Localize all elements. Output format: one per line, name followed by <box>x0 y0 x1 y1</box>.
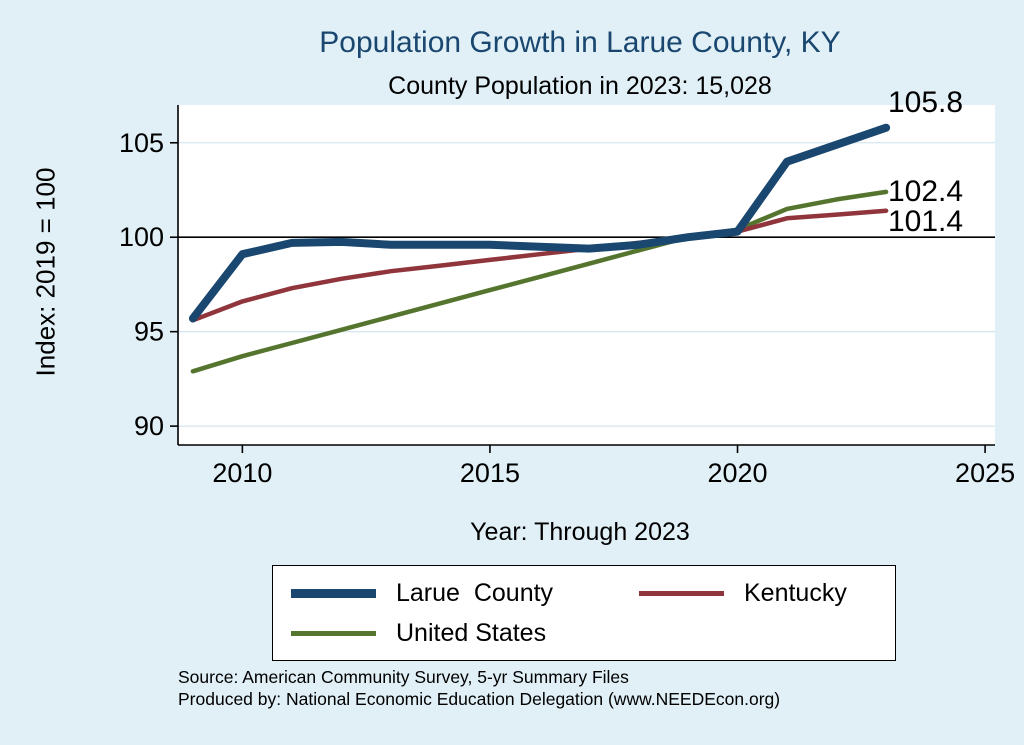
y-tick-label-95: 95 <box>134 317 164 347</box>
series-line-larue-county <box>188 123 891 323</box>
chart-subtitle: County Population in 2023: 15,028 <box>388 72 772 100</box>
y-tick-label-105: 105 <box>119 128 164 158</box>
x-tick-label-2015: 2015 <box>460 458 520 488</box>
legend-swatch-larue-county <box>291 588 376 598</box>
legend-label-larue-county: Larue County <box>396 578 554 607</box>
series-line-kentucky <box>190 208 889 323</box>
legend-item-larue-county: Larue County <box>291 576 639 610</box>
x-axis-title: Year: Through 2023 <box>470 518 690 546</box>
chart-plot: 90 95 100 105 2010 2015 2020 2025 <box>119 105 1015 488</box>
chart-title: Population Growth in Larue County, KY <box>319 26 841 59</box>
source-line-1: Source: American Community Survey, 5-yr … <box>178 667 629 687</box>
x-tick-label-2025: 2025 <box>955 458 1015 488</box>
source-line-2: Produced by: National Economic Education… <box>178 689 781 709</box>
y-axis-title: Index: 2019 = 100 <box>30 167 61 377</box>
end-value-label-united-states: 102.4 <box>888 175 964 208</box>
x-tick-label-2010: 2010 <box>212 458 272 488</box>
end-value-label-larue-county: 105.8 <box>888 86 964 119</box>
legend-item-kentucky: Kentucky <box>639 576 895 610</box>
legend-swatch-kentucky <box>639 590 724 596</box>
y-tick-label-90: 90 <box>134 411 164 441</box>
y-tick-label-100: 100 <box>119 222 164 252</box>
legend-label-kentucky: Kentucky <box>744 578 847 607</box>
legend: Larue County Kentucky United States <box>272 565 896 661</box>
legend-label-united-states: United States <box>396 618 547 647</box>
end-value-label-kentucky: 101.4 <box>888 205 964 238</box>
x-tick-label-2020: 2020 <box>707 458 767 488</box>
series-line-united-states <box>190 189 889 374</box>
source-note: Source: American Community Survey, 5-yr … <box>178 666 780 710</box>
legend-item-united-states: United States <box>291 616 639 650</box>
plot-area <box>178 105 995 445</box>
legend-swatch-united-states <box>291 630 376 636</box>
